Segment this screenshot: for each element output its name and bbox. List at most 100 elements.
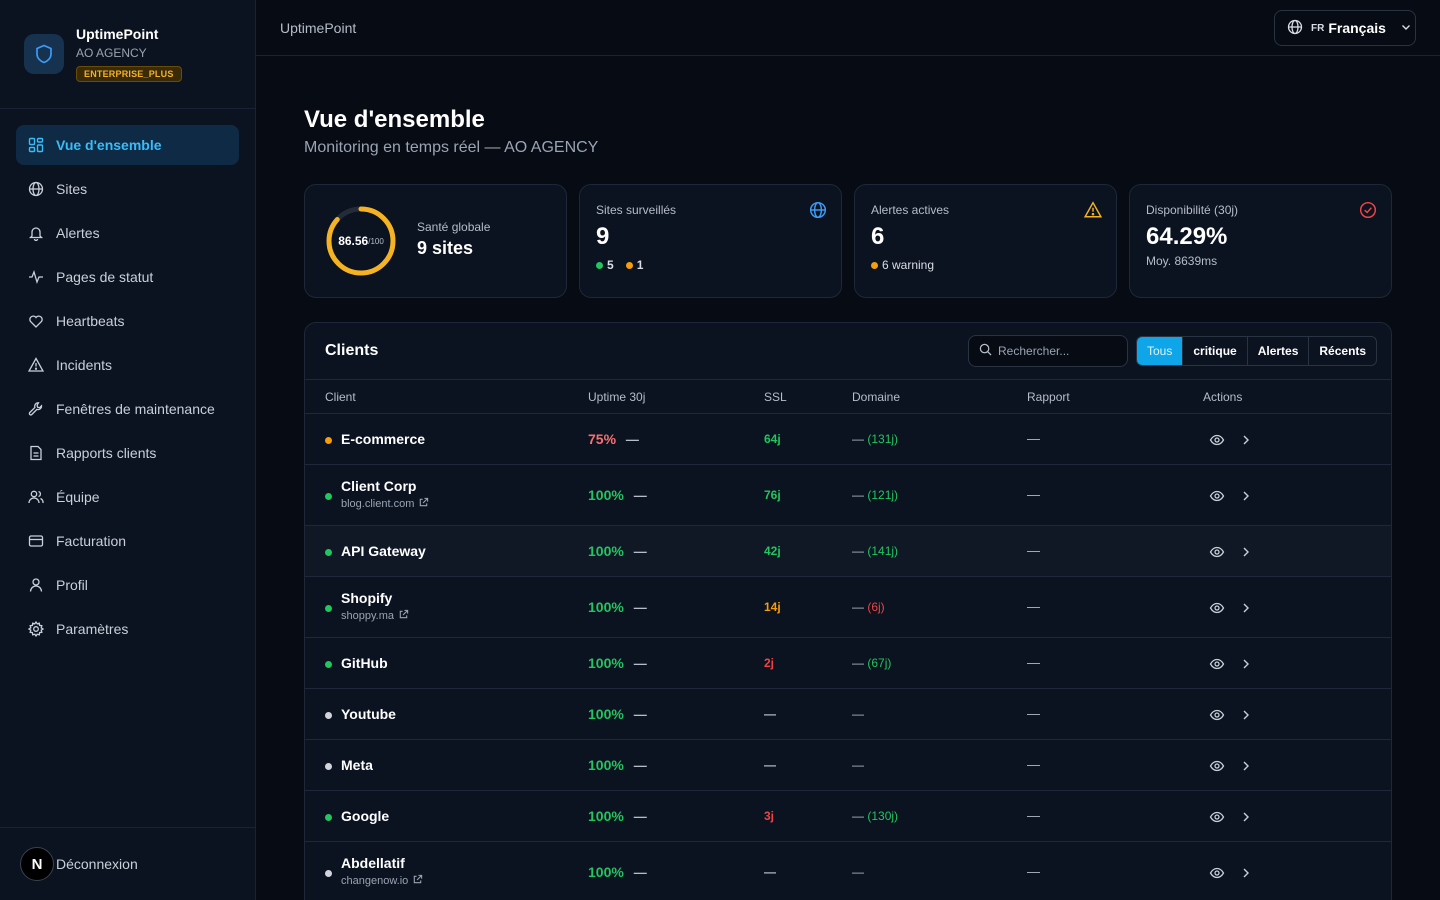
client-name[interactable]: Meta xyxy=(341,756,373,773)
page-subtitle: Monitoring en temps réel — AO AGENCY xyxy=(304,139,599,156)
sidebar-item-profile[interactable]: Profil xyxy=(16,565,239,605)
eye-icon[interactable] xyxy=(1209,488,1225,504)
client-name[interactable]: Google xyxy=(341,807,390,824)
chevron-right-icon[interactable] xyxy=(1241,657,1251,671)
sidebar-item-label: Profil xyxy=(56,577,88,593)
filter-all[interactable]: Tous xyxy=(1137,337,1184,365)
table-row[interactable]: Google 100% —3j — (130j) — xyxy=(305,791,1391,842)
topbar: UptimePoint FR Français xyxy=(256,0,1440,56)
eye-icon[interactable] xyxy=(1209,600,1225,616)
domain-prefix: — xyxy=(852,864,864,879)
user-icon xyxy=(28,577,44,593)
report-value: — xyxy=(1027,863,1040,879)
filter-alerts[interactable]: Alertes xyxy=(1248,337,1310,365)
sidebar-item-overview[interactable]: Vue d'ensemble xyxy=(16,125,239,165)
chevron-right-icon[interactable] xyxy=(1241,601,1251,615)
table-row[interactable]: Abdellatif changenow.io 100% — — — — xyxy=(305,842,1391,900)
sidebar-item-heartbeats[interactable]: Heartbeats xyxy=(16,301,239,341)
chevron-right-icon[interactable] xyxy=(1241,866,1251,880)
chevron-right-icon[interactable] xyxy=(1241,708,1251,722)
client-name[interactable]: Youtube xyxy=(341,705,396,722)
health-score: 86.56/100 xyxy=(325,205,397,277)
sites-label: Sites surveillés xyxy=(596,203,677,217)
col-ssl: SSL xyxy=(764,390,787,404)
chevron-right-icon[interactable] xyxy=(1241,810,1251,824)
external-link-icon xyxy=(412,874,423,888)
sidebar-item-settings[interactable]: Paramètres xyxy=(16,609,239,649)
sidebar-item-billing[interactable]: Facturation xyxy=(16,521,239,561)
eye-icon[interactable] xyxy=(1209,707,1225,723)
wrench-icon xyxy=(28,401,44,417)
alerts-meta: 6 warning xyxy=(871,258,934,272)
table-row[interactable]: Shopify shoppy.ma 100% —14j — (6j) — xyxy=(305,577,1391,638)
heart-icon xyxy=(28,313,44,329)
sidebar-item-incidents[interactable]: Incidents xyxy=(16,345,239,385)
eye-icon[interactable] xyxy=(1209,432,1225,448)
table-row[interactable]: Meta 100% — — — — xyxy=(305,740,1391,791)
sidebar-item-sites[interactable]: Sites xyxy=(16,169,239,209)
table-row[interactable]: Client Corp blog.client.com 100% — 76j — (12… xyxy=(305,465,1391,526)
eye-icon[interactable] xyxy=(1209,809,1225,825)
report-value: — xyxy=(1027,756,1040,772)
domain-value: — (67j) xyxy=(852,656,891,670)
client-url-text: changenow.io xyxy=(341,875,409,887)
chevron-right-icon[interactable] xyxy=(1241,759,1251,773)
table-row[interactable]: Youtube 100% — — — — xyxy=(305,689,1391,740)
warning-icon xyxy=(28,357,44,373)
col-actions: Actions xyxy=(1203,390,1243,404)
search-input[interactable] xyxy=(998,344,1118,358)
eye-icon[interactable] xyxy=(1209,758,1225,774)
logout-button[interactable]: Déconnexion xyxy=(56,856,138,872)
client-url[interactable]: blog.client.com xyxy=(341,497,429,511)
alerts-card: Alertes actives 6 6 warning xyxy=(854,184,1117,298)
health-value: 9 sites xyxy=(417,238,474,258)
language-code: FR xyxy=(1311,22,1325,34)
dashboard-icon xyxy=(28,137,44,153)
client-name[interactable]: E-commerce xyxy=(341,430,426,447)
sidebar-item-client-reports[interactable]: Rapports clients xyxy=(16,433,239,473)
sidebar-item-status-pages[interactable]: Pages de statut xyxy=(16,257,239,297)
uptime-value: 100% — xyxy=(588,487,647,503)
domain-value: — xyxy=(852,758,864,772)
report-value: — xyxy=(1027,430,1040,446)
table-row[interactable]: GitHub 100% —2j — (67j) — xyxy=(305,638,1391,689)
sidebar-item-label: Vue d'ensemble xyxy=(56,137,162,153)
eye-icon[interactable] xyxy=(1209,656,1225,672)
language-selector[interactable]: FR Français xyxy=(1274,10,1416,46)
filter-recent[interactable]: Récents xyxy=(1319,344,1367,358)
warn-dot xyxy=(625,261,633,269)
sidebar-item-alerts[interactable]: Alertes xyxy=(16,213,239,253)
client-name[interactable]: Abdellatif xyxy=(341,855,405,871)
external-link-icon xyxy=(418,497,429,511)
search-icon xyxy=(979,343,992,359)
table-row[interactable]: E-commerce 75% —64j — (131j) — xyxy=(305,414,1391,465)
domain-expiry: (141j) xyxy=(867,543,899,558)
client-url[interactable]: shoppy.ma xyxy=(341,609,409,623)
filter-critical[interactable]: critique xyxy=(1183,337,1248,365)
chevron-right-icon[interactable] xyxy=(1241,433,1251,447)
sidebar-item-label: Rapports clients xyxy=(56,445,157,461)
domain-value: — (121j) xyxy=(852,488,898,502)
domain-prefix: — xyxy=(852,599,864,614)
domain-expiry: (131j) xyxy=(867,431,899,446)
chevron-right-icon[interactable] xyxy=(1241,489,1251,503)
credit-card-icon xyxy=(28,533,44,549)
domain-value: — xyxy=(852,707,864,721)
clients-header: Clients Tous critique Alertes Récents xyxy=(305,323,1391,380)
eye-icon[interactable] xyxy=(1209,544,1225,560)
sidebar-item-label: Alertes xyxy=(56,225,100,241)
chevron-right-icon[interactable] xyxy=(1241,545,1251,559)
ssl-value: 14j xyxy=(764,599,781,614)
sidebar-item-maintenance[interactable]: Fenêtres de maintenance xyxy=(16,389,239,429)
sidebar-item-team[interactable]: Équipe xyxy=(16,477,239,517)
table-row[interactable]: API Gateway 100% —42j — (141j) — xyxy=(305,526,1391,577)
avatar[interactable]: N xyxy=(20,847,54,881)
col-domain: Domaine xyxy=(852,390,901,404)
client-url[interactable]: changenow.io xyxy=(341,874,423,888)
eye-icon[interactable] xyxy=(1209,865,1225,881)
client-name[interactable]: Client Corp xyxy=(341,478,417,494)
client-name[interactable]: API Gateway xyxy=(341,542,426,559)
sidebar-item-label: Heartbeats xyxy=(56,313,125,329)
client-name[interactable]: Shopify xyxy=(341,590,393,606)
client-name[interactable]: GitHub xyxy=(341,654,388,671)
